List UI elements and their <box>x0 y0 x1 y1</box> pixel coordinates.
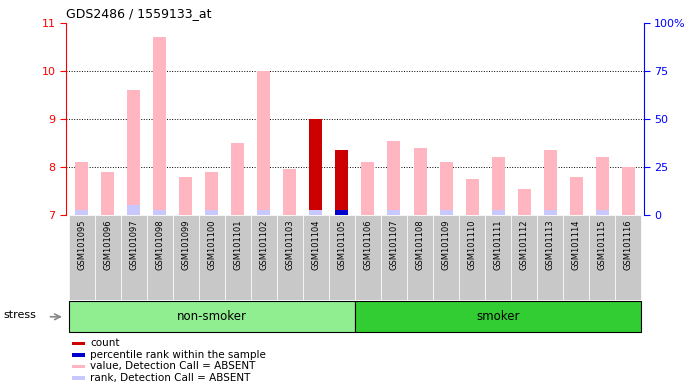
Bar <box>544 210 557 215</box>
Text: GSM101102: GSM101102 <box>260 219 269 270</box>
Bar <box>95 215 121 300</box>
Bar <box>466 179 479 215</box>
Bar <box>72 353 85 357</box>
Bar <box>199 215 225 300</box>
Text: GSM101110: GSM101110 <box>468 219 477 270</box>
Text: GSM101109: GSM101109 <box>441 219 450 270</box>
Text: GSM101104: GSM101104 <box>311 219 320 270</box>
Bar <box>153 38 166 215</box>
Bar <box>72 365 85 368</box>
Bar <box>205 172 219 215</box>
Bar <box>153 210 166 215</box>
Bar <box>335 150 349 215</box>
Text: GSM101096: GSM101096 <box>103 219 112 270</box>
Text: GSM101113: GSM101113 <box>546 219 555 270</box>
Bar <box>622 167 635 215</box>
Bar <box>303 215 329 300</box>
Text: GSM101106: GSM101106 <box>363 219 372 270</box>
Bar <box>329 215 355 300</box>
Bar <box>258 210 270 215</box>
Bar <box>440 210 452 215</box>
Bar <box>569 177 583 215</box>
Text: GSM101097: GSM101097 <box>129 219 139 270</box>
Bar <box>335 210 349 215</box>
Bar <box>589 215 615 300</box>
Bar <box>485 215 511 300</box>
Bar <box>173 215 199 300</box>
Text: non-smoker: non-smoker <box>177 310 247 323</box>
Bar <box>69 301 355 332</box>
Text: stress: stress <box>3 310 36 320</box>
Text: percentile rank within the sample: percentile rank within the sample <box>90 350 267 360</box>
Text: GDS2486 / 1559133_at: GDS2486 / 1559133_at <box>66 7 212 20</box>
Text: GSM101098: GSM101098 <box>155 219 164 270</box>
Bar <box>258 71 270 215</box>
Bar <box>127 205 141 215</box>
Bar <box>491 157 505 215</box>
Bar <box>147 215 173 300</box>
Bar <box>310 210 322 215</box>
Bar <box>491 210 505 215</box>
Bar <box>225 215 251 300</box>
Text: GSM101107: GSM101107 <box>390 219 399 270</box>
Bar <box>596 157 609 215</box>
Bar <box>180 177 192 215</box>
Text: GSM101108: GSM101108 <box>416 219 425 270</box>
Bar <box>563 215 589 300</box>
Text: GSM101101: GSM101101 <box>233 219 242 270</box>
Text: GSM101116: GSM101116 <box>624 219 633 270</box>
Bar <box>388 141 400 215</box>
Bar <box>440 162 452 215</box>
Text: GSM101100: GSM101100 <box>207 219 216 270</box>
Bar <box>544 150 557 215</box>
Bar <box>310 119 322 215</box>
Text: GSM101099: GSM101099 <box>182 219 190 270</box>
Bar <box>127 90 141 215</box>
Bar <box>459 215 485 300</box>
Bar <box>361 162 374 215</box>
Text: GSM101105: GSM101105 <box>338 219 347 270</box>
Text: GSM101111: GSM101111 <box>493 219 503 270</box>
Bar <box>433 215 459 300</box>
Bar <box>283 169 296 215</box>
Bar <box>75 162 88 215</box>
Text: GSM101095: GSM101095 <box>77 219 86 270</box>
Bar <box>413 148 427 215</box>
Text: smoker: smoker <box>476 310 520 323</box>
Bar <box>277 215 303 300</box>
Bar <box>518 189 530 215</box>
Bar <box>231 143 244 215</box>
Bar <box>101 172 114 215</box>
Bar <box>69 215 95 300</box>
Bar <box>596 210 609 215</box>
Text: rank, Detection Call = ABSENT: rank, Detection Call = ABSENT <box>90 373 251 383</box>
Bar <box>355 301 641 332</box>
Bar <box>511 215 537 300</box>
Bar <box>388 210 400 215</box>
Text: count: count <box>90 338 120 348</box>
Bar <box>72 376 85 380</box>
Text: value, Detection Call = ABSENT: value, Detection Call = ABSENT <box>90 361 255 371</box>
Bar <box>381 215 407 300</box>
Text: GSM101103: GSM101103 <box>285 219 294 270</box>
Text: GSM101115: GSM101115 <box>598 219 607 270</box>
Bar <box>72 342 85 345</box>
Bar <box>205 210 219 215</box>
Text: GSM101114: GSM101114 <box>571 219 580 270</box>
Bar <box>251 215 277 300</box>
Bar <box>537 215 563 300</box>
Bar <box>355 215 381 300</box>
Text: GSM101112: GSM101112 <box>520 219 528 270</box>
Bar <box>75 210 88 215</box>
Bar <box>407 215 433 300</box>
Bar <box>121 215 147 300</box>
Bar <box>615 215 641 300</box>
